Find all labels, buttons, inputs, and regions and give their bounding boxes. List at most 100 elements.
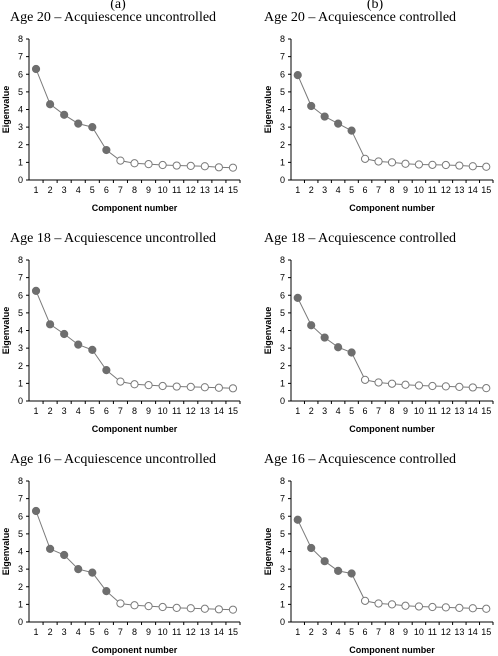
x-tick-label: 15 <box>228 185 238 195</box>
data-point-open <box>116 156 125 165</box>
y-tick-label: 3 <box>18 343 23 353</box>
data-point-filled <box>88 568 97 577</box>
x-tick-label: 2 <box>309 185 314 195</box>
x-tick-label: 8 <box>132 185 137 195</box>
x-tick-label: 5 <box>349 185 354 195</box>
data-point-open <box>468 383 477 392</box>
data-point-filled <box>334 566 343 575</box>
data-point-open <box>186 382 195 391</box>
data-point-open <box>414 602 424 611</box>
y-tick-label: 7 <box>280 52 285 62</box>
y-axis-label: Eigenvalue <box>1 307 11 355</box>
data-point-filled <box>88 123 97 132</box>
data-point-filled <box>74 565 83 574</box>
data-point-filled <box>46 544 55 553</box>
data-point-open <box>172 161 181 170</box>
data-point-filled <box>31 286 41 295</box>
data-point-open <box>228 605 238 614</box>
data-point-open <box>130 601 139 610</box>
data-point-open <box>387 158 397 167</box>
x-tick-label: 2 <box>48 406 53 416</box>
y-tick-label: 4 <box>18 326 23 336</box>
data-point-open <box>228 384 238 393</box>
y-axis-label: Eigenvalue <box>1 528 11 576</box>
data-point-open <box>401 380 410 389</box>
y-tick-label: 4 <box>280 547 285 557</box>
x-tick-label: 10 <box>158 627 168 637</box>
x-tick-label: 3 <box>322 185 327 195</box>
y-tick-label: 3 <box>18 122 23 132</box>
y-tick-label: 8 <box>280 255 285 265</box>
data-point-filled <box>307 543 316 553</box>
data-point-open <box>200 162 209 171</box>
data-point-open <box>387 600 397 609</box>
data-point-open <box>468 162 477 171</box>
x-tick-label: 6 <box>363 627 368 637</box>
y-tick-label: 2 <box>18 582 23 592</box>
x-tick-label: 4 <box>336 627 341 637</box>
x-tick-label: 8 <box>389 185 394 195</box>
x-axis-label: Component number <box>92 203 178 213</box>
x-tick-label: 14 <box>214 627 224 637</box>
x-tick-label: 13 <box>454 185 464 195</box>
data-point-open <box>482 604 491 613</box>
x-tick-label: 10 <box>158 185 168 195</box>
data-point-open <box>360 154 370 163</box>
x-tick-label: 6 <box>363 185 368 195</box>
x-tick-label: 9 <box>403 627 408 637</box>
x-tick-label: 13 <box>200 185 210 195</box>
y-tick-label: 5 <box>280 308 285 318</box>
data-point-open <box>200 383 209 392</box>
x-tick-label: 15 <box>481 627 491 637</box>
x-tick-label: 5 <box>90 627 95 637</box>
column-label-a: (a) <box>110 0 126 12</box>
x-tick-label: 12 <box>186 406 196 416</box>
y-tick-label: 7 <box>280 494 285 504</box>
y-tick-label: 1 <box>18 378 23 388</box>
data-point-open <box>482 384 491 393</box>
data-point-open <box>428 602 437 612</box>
x-tick-label: 6 <box>363 406 368 416</box>
x-tick-label: 11 <box>172 406 181 416</box>
x-tick-label: 6 <box>104 627 109 637</box>
data-point-open <box>401 159 410 168</box>
x-tick-label: 10 <box>414 185 424 195</box>
y-tick-label: 0 <box>280 175 285 185</box>
data-point-open <box>360 596 370 605</box>
y-tick-label: 6 <box>18 290 23 300</box>
y-tick-label: 7 <box>18 52 23 62</box>
y-tick-label: 5 <box>280 529 285 539</box>
data-point-open <box>482 162 491 171</box>
x-tick-label: 2 <box>48 185 53 195</box>
panel-title: Age 16 – Acquiescence uncontrolled <box>10 452 217 467</box>
x-tick-label: 8 <box>132 627 137 637</box>
panel-title: Age 16 – Acquiescence controlled <box>264 452 457 467</box>
y-tick-label: 2 <box>280 361 285 371</box>
data-point-filled <box>320 333 329 342</box>
x-tick-label: 14 <box>468 406 478 416</box>
x-tick-label: 1 <box>295 185 300 195</box>
x-tick-label: 1 <box>34 185 39 195</box>
y-tick-label: 0 <box>18 396 23 406</box>
x-tick-label: 7 <box>376 185 381 195</box>
data-point-filled <box>320 557 329 566</box>
x-tick-label: 13 <box>200 627 210 637</box>
x-tick-label: 12 <box>186 185 196 195</box>
y-tick-label: 0 <box>280 396 285 406</box>
x-tick-label: 9 <box>146 185 151 195</box>
y-tick-label: 7 <box>18 494 23 504</box>
x-tick-label: 12 <box>441 627 451 637</box>
data-point-filled <box>102 366 111 375</box>
x-tick-label: 9 <box>403 185 408 195</box>
x-tick-label: 12 <box>441 406 451 416</box>
series-line <box>297 74 487 168</box>
data-point-filled <box>347 348 356 357</box>
x-tick-label: 9 <box>146 406 151 416</box>
data-point-open <box>172 382 181 391</box>
data-point-filled <box>60 329 69 339</box>
data-point-open <box>214 383 223 392</box>
data-point-open <box>455 161 464 170</box>
